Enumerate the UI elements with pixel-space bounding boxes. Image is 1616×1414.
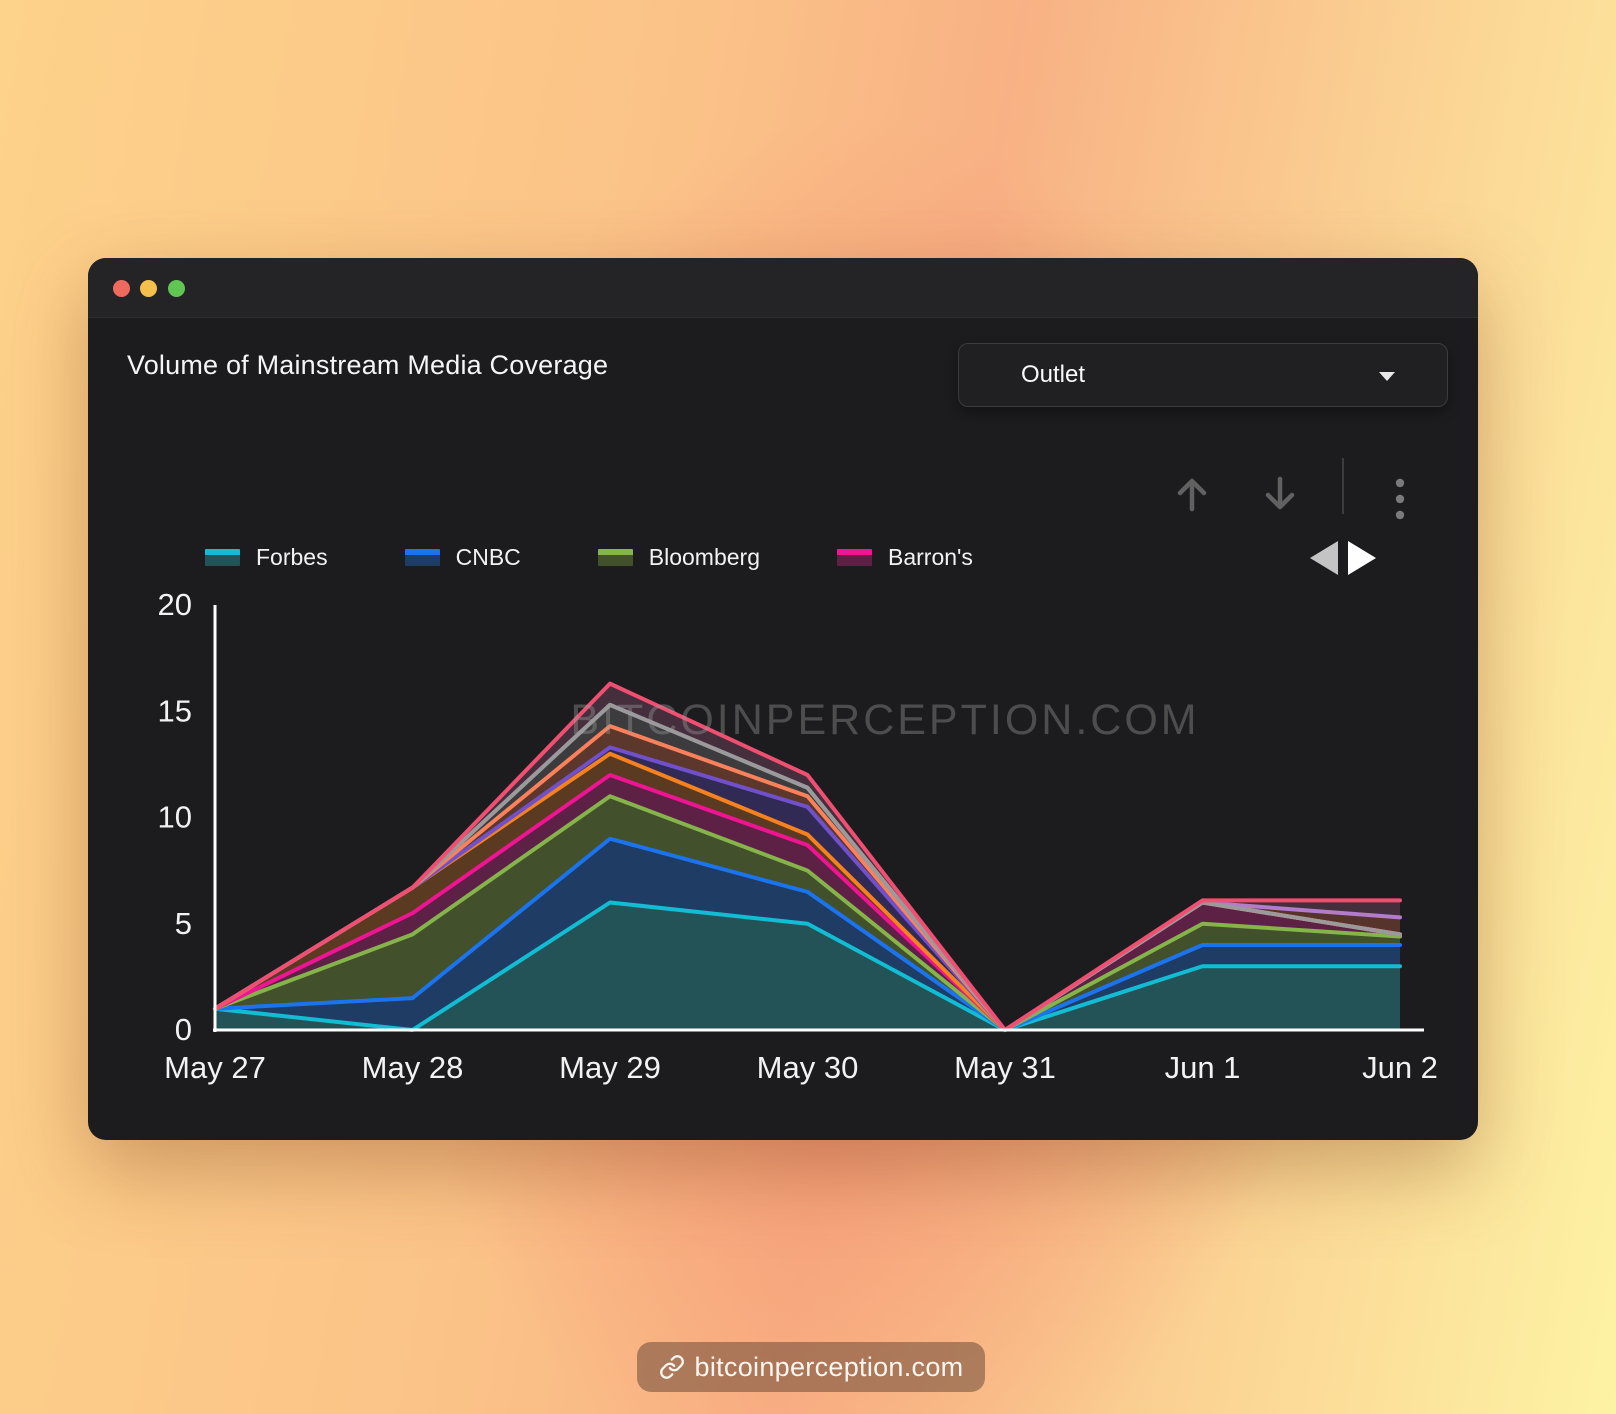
legend-swatch-forbes xyxy=(205,549,240,566)
legend-swatch-cnbc xyxy=(404,549,440,566)
outlet-dropdown-label: Outlet xyxy=(1021,361,1086,388)
legend-label: Bloomberg xyxy=(648,544,760,570)
kebab-menu-icon[interactable] xyxy=(1394,476,1406,524)
legend-item-cnbc[interactable]: CNBC xyxy=(404,544,521,571)
window-titlebar xyxy=(88,258,1478,318)
legend-label: Forbes xyxy=(256,544,328,570)
x-axis-tick-label: Jun 2 xyxy=(1362,1050,1438,1085)
legend-label: CNBC xyxy=(455,544,521,570)
toolbar-divider xyxy=(1342,458,1344,514)
legend: Forbes CNBC Bloomberg Barron's xyxy=(205,544,973,571)
legend-pager xyxy=(1310,541,1376,575)
traffic-light-close-button[interactable] xyxy=(112,279,130,297)
series-line-bloomberg xyxy=(213,794,1402,1032)
y-axis-tick-label: 5 xyxy=(175,906,192,941)
y-axis-tick-label: 20 xyxy=(158,587,192,622)
up-arrow-icon[interactable] xyxy=(1170,472,1214,516)
site-link-text: bitcoinperception.com xyxy=(694,1351,964,1382)
link-icon xyxy=(659,1355,684,1379)
series-line-unlabeled-crimson xyxy=(213,681,1402,1032)
stacked-area-chart: 0 5 10 15 20 May 27 May 28 May 29 May 30 May 31 Ju… xyxy=(158,587,1438,1085)
legend-item-barron-s[interactable]: Barron's xyxy=(837,544,973,571)
page-title: Volume of Mainstream Media Coverage xyxy=(127,350,609,380)
traffic-light-zoom-button[interactable] xyxy=(167,279,185,297)
y-axis-tick-label: 0 xyxy=(175,1012,192,1047)
legend-item-forbes[interactable]: Forbes xyxy=(205,544,328,571)
legend-label: Barron's xyxy=(888,544,973,570)
chevron-down-icon xyxy=(1379,372,1395,381)
app-window: Volume of Mainstream Media Coverage Outl… xyxy=(88,258,1478,1140)
area-bloomberg xyxy=(215,796,1400,1030)
down-arrow-icon[interactable] xyxy=(1258,472,1302,516)
legend-next-arrow-icon[interactable] xyxy=(1348,541,1376,575)
x-axis-tick-label: May 29 xyxy=(559,1050,661,1085)
outlet-dropdown[interactable]: Outlet xyxy=(958,343,1448,407)
x-axis-tick-label: May 27 xyxy=(164,1050,266,1085)
site-link-pill[interactable]: bitcoinperception.com xyxy=(637,1342,985,1392)
x-axis-tick-label: May 28 xyxy=(362,1050,464,1085)
series-line-cnbc xyxy=(213,836,1402,1032)
x-axis-tick-label: Jun 1 xyxy=(1165,1050,1241,1085)
y-axis-tick-label: 15 xyxy=(158,693,192,728)
y-axis-tick-label: 10 xyxy=(158,800,192,835)
legend-previous-arrow-icon[interactable] xyxy=(1310,541,1338,575)
legend-swatch-barron-s xyxy=(837,549,872,566)
x-axis-tick-label: May 31 xyxy=(954,1050,1056,1085)
legend-item-bloomberg[interactable]: Bloomberg xyxy=(597,544,760,571)
x-axis-tick-label: May 30 xyxy=(757,1050,859,1085)
legend-swatch-bloomberg xyxy=(597,549,633,566)
area-cnbc xyxy=(215,838,1400,1030)
traffic-light-minimize-button[interactable] xyxy=(139,279,157,297)
